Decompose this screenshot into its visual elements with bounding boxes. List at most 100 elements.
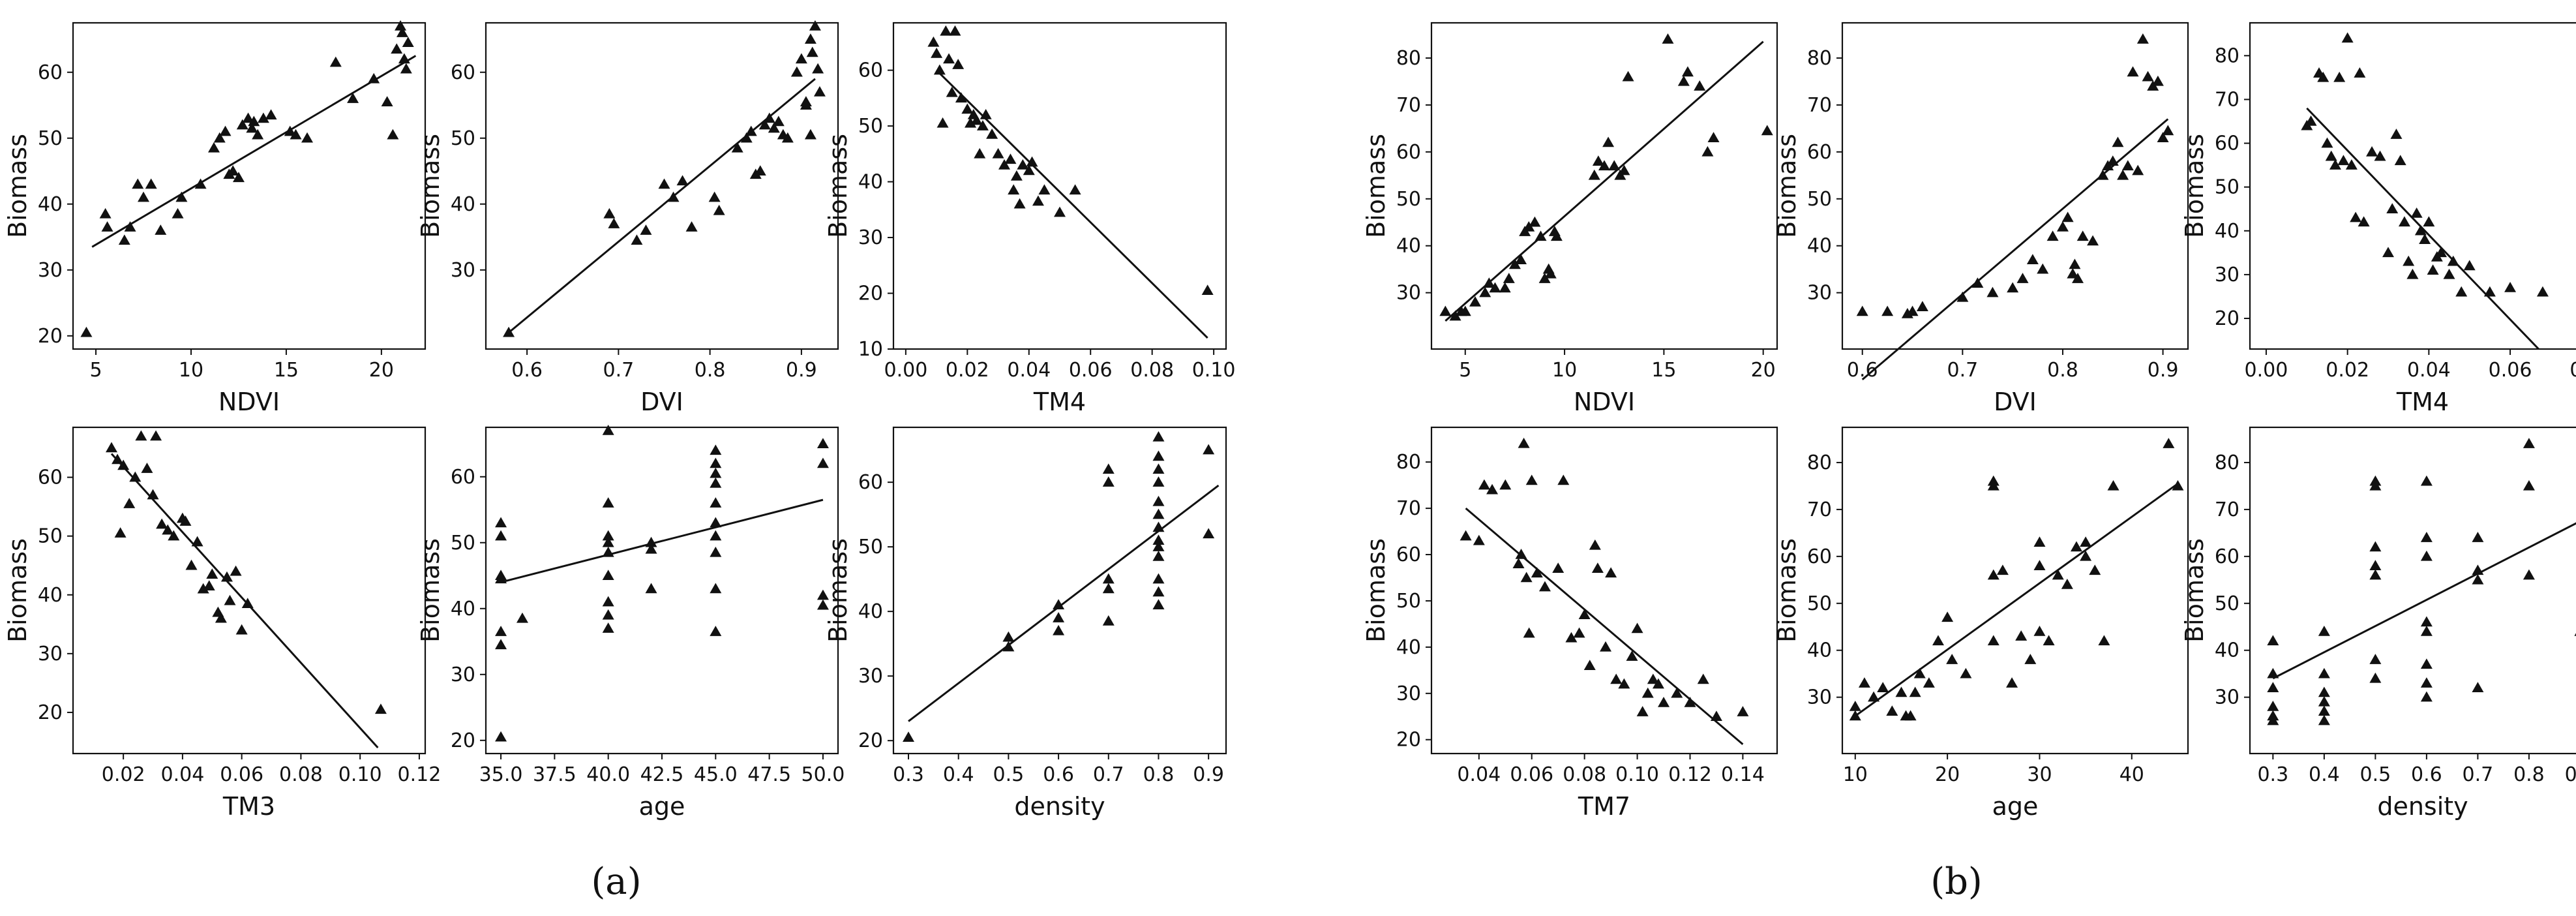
data-point [2033,536,2046,547]
x-tick-label: 20 [369,359,394,382]
x-tick-label: 0.7 [603,359,635,382]
x-tick-label: 35.0 [479,763,523,786]
y-tick-label: 40 [38,584,63,607]
data-point [1499,282,1511,293]
data-point [1152,599,1165,610]
data-point [2369,569,2382,580]
x-tick-label: 0.8 [2047,359,2078,382]
x-tick-label: 0.5 [993,763,1025,786]
x-tick-label: 0.06 [220,763,263,786]
y-axis-label: Biomass [1773,134,1801,238]
data-point [347,93,359,103]
data-point [763,112,775,123]
y-tick-label: 60 [2215,132,2239,155]
data-point [2369,541,2382,552]
x-tick-label: 0.04 [161,763,205,786]
y-tick-label: 40 [2215,220,2239,243]
data-point [1707,132,1720,143]
data-point [1508,258,1521,269]
y-tick-label: 10 [858,338,883,361]
x-tick-label: 0.06 [1510,763,1553,786]
data-point [2318,695,2330,707]
data-point [2369,654,2382,664]
data-point [2447,255,2459,266]
data-point [2358,216,2370,227]
data-point [400,63,412,74]
y-tick-label: 80 [1396,451,1421,474]
y-tick-label: 60 [38,466,63,489]
x-tick-label: 0.12 [1668,763,1712,786]
data-point [2117,169,2129,180]
data-point [123,498,136,508]
data-point [974,147,986,159]
data-point [1069,184,1081,195]
data-point [658,178,670,189]
data-point [713,204,725,215]
data-point [2420,475,2433,486]
data-point [495,639,507,650]
plot-a-dvi: 0.6 0.7 0.8 0.9 30 40 50 60 DVI Biomass [416,20,839,416]
data-point [2337,155,2350,166]
data-point [816,589,829,600]
data-point [1987,480,1999,491]
y-tick-label: 30 [1396,282,1421,305]
y-tick-label: 20 [451,729,475,752]
y-tick-label: 20 [858,729,883,752]
data-point [396,27,408,37]
y-tick-label: 30 [451,259,475,282]
data-point [2483,286,2496,297]
data-point [220,571,233,582]
plot-b-age: 10 20 30 40 30 40 50 60 70 80 age Biomass [1773,426,2189,821]
data-point [252,129,264,140]
data-point [235,624,248,635]
y-tick-label: 40 [38,193,63,216]
data-point [2420,550,2433,561]
data-point [1503,273,1515,283]
y-tick-label: 60 [38,61,63,84]
data-point [1531,567,1543,578]
data-point [1518,437,1530,448]
data-point [135,430,147,441]
x-tick-label: 0.04 [1007,359,1051,382]
data-point [248,115,260,127]
data-point [141,463,153,473]
data-point [391,43,403,54]
data-point [1909,686,1921,697]
data-point [1102,573,1115,584]
plot-frame [485,426,839,755]
y-tick-label: 20 [38,325,63,348]
regression-line [110,453,379,748]
x-axis-label: age [639,792,685,821]
data-point [1152,586,1165,597]
data-point [1697,673,1709,684]
y-tick-label: 60 [858,59,883,82]
y-tick-label: 60 [1396,141,1421,164]
y-tick-label: 60 [451,61,475,84]
data-point [2072,273,2084,283]
data-point [129,471,142,482]
data-point [227,165,239,176]
x-tick-label: 40.0 [586,763,630,786]
x-tick-label: 0.10 [338,763,382,786]
data-point [387,129,399,140]
y-tick-label: 50 [451,532,475,555]
data-point [992,147,1004,159]
data-point [2043,635,2055,646]
data-point [602,596,614,607]
data-point [2267,635,2279,646]
data-point [1849,701,1861,711]
data-point [1152,541,1165,551]
data-point [1710,710,1722,722]
data-point [1578,609,1591,619]
data-point [2333,71,2346,82]
regression-line [500,498,824,583]
data-point [2318,714,2330,725]
data-point [816,457,829,468]
x-axis-label: TM4 [2396,388,2449,416]
y-tick-label: 50 [1396,188,1421,211]
data-point [795,53,807,64]
y-tick-label: 50 [2215,592,2239,615]
data-point [940,25,952,36]
data-point [203,580,215,590]
data-point [2523,569,2535,580]
